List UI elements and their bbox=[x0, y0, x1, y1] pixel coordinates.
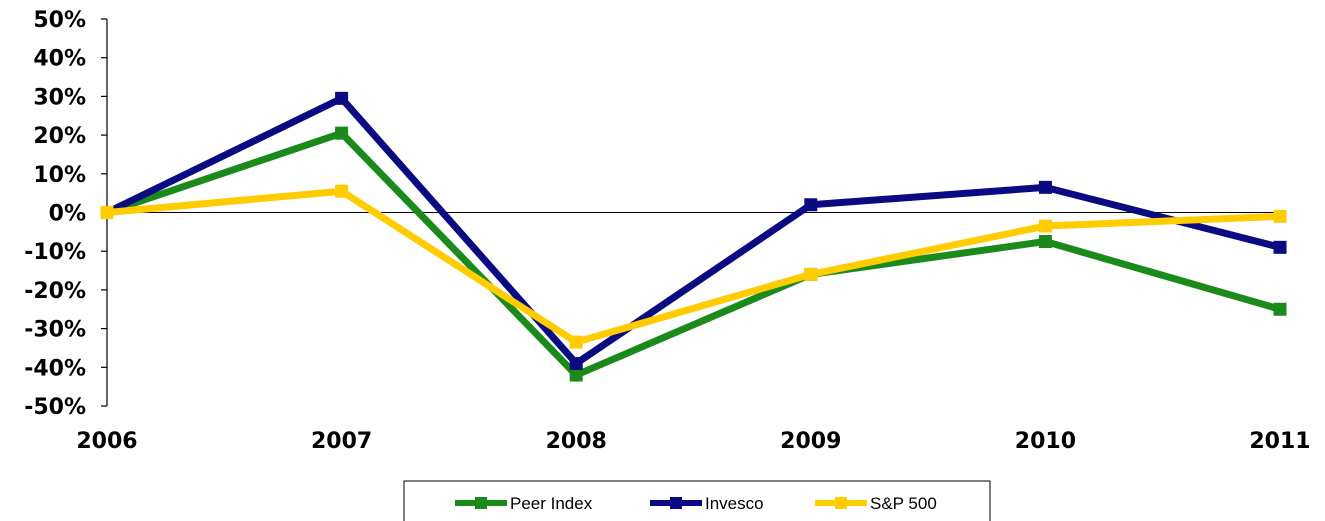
legend: Peer Index Invesco S&P 500 bbox=[403, 480, 991, 521]
data-point bbox=[1038, 219, 1052, 233]
legend-marker bbox=[835, 497, 847, 509]
y-tick-label: -20% bbox=[24, 279, 86, 304]
y-tick-label: -50% bbox=[24, 395, 86, 420]
y-tick-label: -40% bbox=[24, 356, 86, 381]
series-group bbox=[100, 91, 1287, 382]
data-point bbox=[1038, 180, 1052, 194]
data-point bbox=[804, 198, 818, 212]
data-point bbox=[1038, 235, 1052, 249]
y-tick-label: 40% bbox=[33, 47, 86, 72]
data-point bbox=[569, 335, 583, 349]
x-tick-label: 2008 bbox=[546, 429, 607, 454]
data-point bbox=[1273, 209, 1287, 223]
y-tick-label: 50% bbox=[33, 8, 86, 33]
series-line bbox=[105, 129, 1281, 379]
data-point bbox=[569, 368, 583, 382]
y-axis-ticks: 50% 40% 30% 20% 10% 0% -10% -20% -30% -40% -50% bbox=[24, 8, 107, 420]
legend-label: S&P 500 bbox=[870, 494, 937, 513]
y-tick-label: 10% bbox=[33, 163, 86, 188]
data-point bbox=[1273, 240, 1287, 254]
y-tick-label: -30% bbox=[24, 318, 86, 343]
series-line bbox=[106, 187, 1281, 346]
legend-label: Invesco bbox=[705, 494, 764, 513]
x-tick-label: 2011 bbox=[1249, 429, 1310, 454]
y-tick-label: 30% bbox=[33, 85, 86, 110]
x-axis-ticks: 2006 2007 2008 2009 2010 2011 bbox=[76, 429, 1310, 454]
y-tick-label: -10% bbox=[24, 240, 86, 265]
y-tick-label: 20% bbox=[33, 124, 86, 149]
data-point bbox=[100, 206, 114, 219]
legend-marker bbox=[475, 497, 487, 509]
data-point bbox=[569, 356, 583, 370]
legend-label: Peer Index bbox=[510, 494, 593, 513]
data-point bbox=[335, 91, 349, 105]
x-tick-label: 2006 bbox=[76, 429, 137, 454]
x-tick-label: 2010 bbox=[1015, 429, 1076, 454]
series-line bbox=[105, 94, 1281, 367]
x-tick-label: 2009 bbox=[780, 429, 841, 454]
data-point bbox=[1273, 302, 1287, 316]
data-point bbox=[335, 184, 349, 198]
data-point bbox=[335, 126, 349, 140]
x-tick-label: 2007 bbox=[311, 429, 372, 454]
y-tick-label: 0% bbox=[49, 202, 86, 227]
data-point bbox=[804, 267, 818, 281]
legend-marker bbox=[670, 497, 682, 509]
